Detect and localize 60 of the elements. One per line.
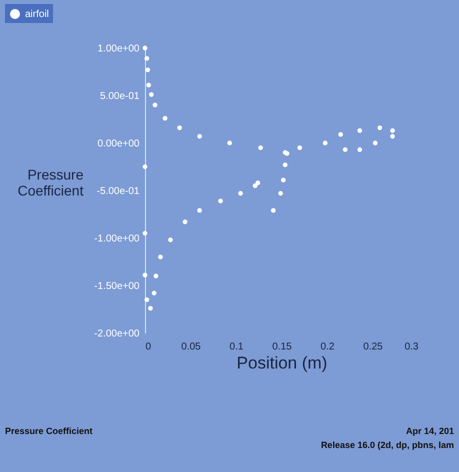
point <box>238 191 243 196</box>
point <box>390 128 395 133</box>
point <box>227 140 232 146</box>
text: Release 16.0 (2d, dp, pbns, lam <box>320 440 454 450</box>
point <box>255 180 260 186</box>
legend-label: airfoil <box>25 9 49 20</box>
point <box>270 208 276 213</box>
point <box>142 230 148 236</box>
x-tick-label: 0 <box>146 342 152 352</box>
point <box>154 274 158 278</box>
text: Apr 14, 201 <box>406 426 454 436</box>
y-tick-label: 0.00e+00 <box>98 138 140 150</box>
point <box>148 306 153 311</box>
point <box>322 140 328 146</box>
point <box>152 290 156 296</box>
x-tick-label: 0.3 <box>404 342 419 352</box>
point <box>168 238 173 242</box>
point <box>152 102 158 108</box>
point <box>342 147 348 152</box>
x-tick-label: 0.2 <box>320 342 335 352</box>
point <box>252 183 258 188</box>
point <box>146 82 151 88</box>
point <box>258 145 263 150</box>
point <box>357 147 362 152</box>
y-tick-label: -1.00e+00 <box>94 234 140 244</box>
x-tick-label: 0.1 <box>230 342 244 352</box>
point <box>377 125 382 130</box>
point <box>177 125 182 130</box>
y-tick-label: 5.00e-01 <box>100 91 140 102</box>
point <box>357 128 362 133</box>
x-tick-label: 0.15 <box>272 342 292 352</box>
point <box>218 198 223 204</box>
point <box>282 162 288 168</box>
point <box>142 272 148 278</box>
point <box>197 134 202 139</box>
x-axis-title: Position (m) <box>236 354 328 372</box>
point <box>197 208 202 213</box>
text: Pressure Coefficient <box>5 426 93 436</box>
point <box>297 145 302 150</box>
point <box>142 46 148 50</box>
point <box>158 254 163 260</box>
point <box>142 164 148 170</box>
point <box>182 220 188 224</box>
point <box>162 116 168 121</box>
x-tick-label: 0.25 <box>363 342 384 352</box>
point <box>280 178 286 182</box>
point <box>145 68 150 72</box>
y-tick-label: -1.50e+00 <box>94 281 140 292</box>
point <box>390 134 395 139</box>
y-tick-label: -5.00e-01 <box>96 186 140 197</box>
point <box>338 132 343 137</box>
y-tick-label: 1.00e+00 <box>98 44 140 54</box>
y-axis-title: Pressure Coefficient <box>18 166 84 198</box>
point <box>278 191 283 196</box>
y-tick-label: -2.00e+00 <box>94 328 140 340</box>
point <box>149 92 154 97</box>
point <box>144 297 150 302</box>
point <box>372 140 378 146</box>
x-tick-label: 0.05 <box>181 342 202 352</box>
point <box>144 56 150 61</box>
